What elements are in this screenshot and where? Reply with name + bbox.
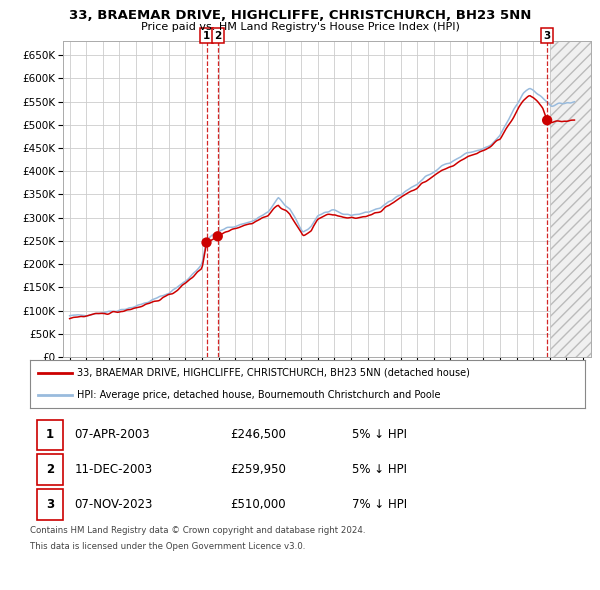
Text: 5% ↓ HPI: 5% ↓ HPI bbox=[352, 463, 407, 476]
Text: 1: 1 bbox=[203, 31, 210, 41]
FancyBboxPatch shape bbox=[37, 419, 64, 450]
Point bbox=[542, 116, 552, 125]
Text: 2: 2 bbox=[46, 463, 54, 476]
Text: Contains HM Land Registry data © Crown copyright and database right 2024.: Contains HM Land Registry data © Crown c… bbox=[30, 526, 365, 535]
Text: HPI: Average price, detached house, Bournemouth Christchurch and Poole: HPI: Average price, detached house, Bour… bbox=[77, 390, 440, 400]
Text: 33, BRAEMAR DRIVE, HIGHCLIFFE, CHRISTCHURCH, BH23 5NN: 33, BRAEMAR DRIVE, HIGHCLIFFE, CHRISTCHU… bbox=[69, 9, 531, 22]
Text: This data is licensed under the Open Government Licence v3.0.: This data is licensed under the Open Gov… bbox=[30, 542, 305, 550]
Text: £259,950: £259,950 bbox=[230, 463, 286, 476]
Text: £510,000: £510,000 bbox=[230, 498, 286, 511]
Text: 5% ↓ HPI: 5% ↓ HPI bbox=[352, 428, 407, 441]
Text: 7% ↓ HPI: 7% ↓ HPI bbox=[352, 498, 407, 511]
Text: Price paid vs. HM Land Registry's House Price Index (HPI): Price paid vs. HM Land Registry's House … bbox=[140, 22, 460, 32]
Text: 11-DEC-2003: 11-DEC-2003 bbox=[74, 463, 152, 476]
FancyBboxPatch shape bbox=[37, 454, 64, 485]
Point bbox=[213, 231, 223, 241]
Text: £246,500: £246,500 bbox=[230, 428, 286, 441]
Point bbox=[202, 238, 211, 247]
Text: 1: 1 bbox=[46, 428, 54, 441]
Text: 3: 3 bbox=[46, 498, 54, 511]
Text: 07-APR-2003: 07-APR-2003 bbox=[74, 428, 150, 441]
Text: 3: 3 bbox=[544, 31, 551, 41]
Text: 33, BRAEMAR DRIVE, HIGHCLIFFE, CHRISTCHURCH, BH23 5NN (detached house): 33, BRAEMAR DRIVE, HIGHCLIFFE, CHRISTCHU… bbox=[77, 368, 470, 378]
FancyBboxPatch shape bbox=[37, 490, 64, 520]
Text: 2: 2 bbox=[214, 31, 221, 41]
Text: 07-NOV-2023: 07-NOV-2023 bbox=[74, 498, 153, 511]
